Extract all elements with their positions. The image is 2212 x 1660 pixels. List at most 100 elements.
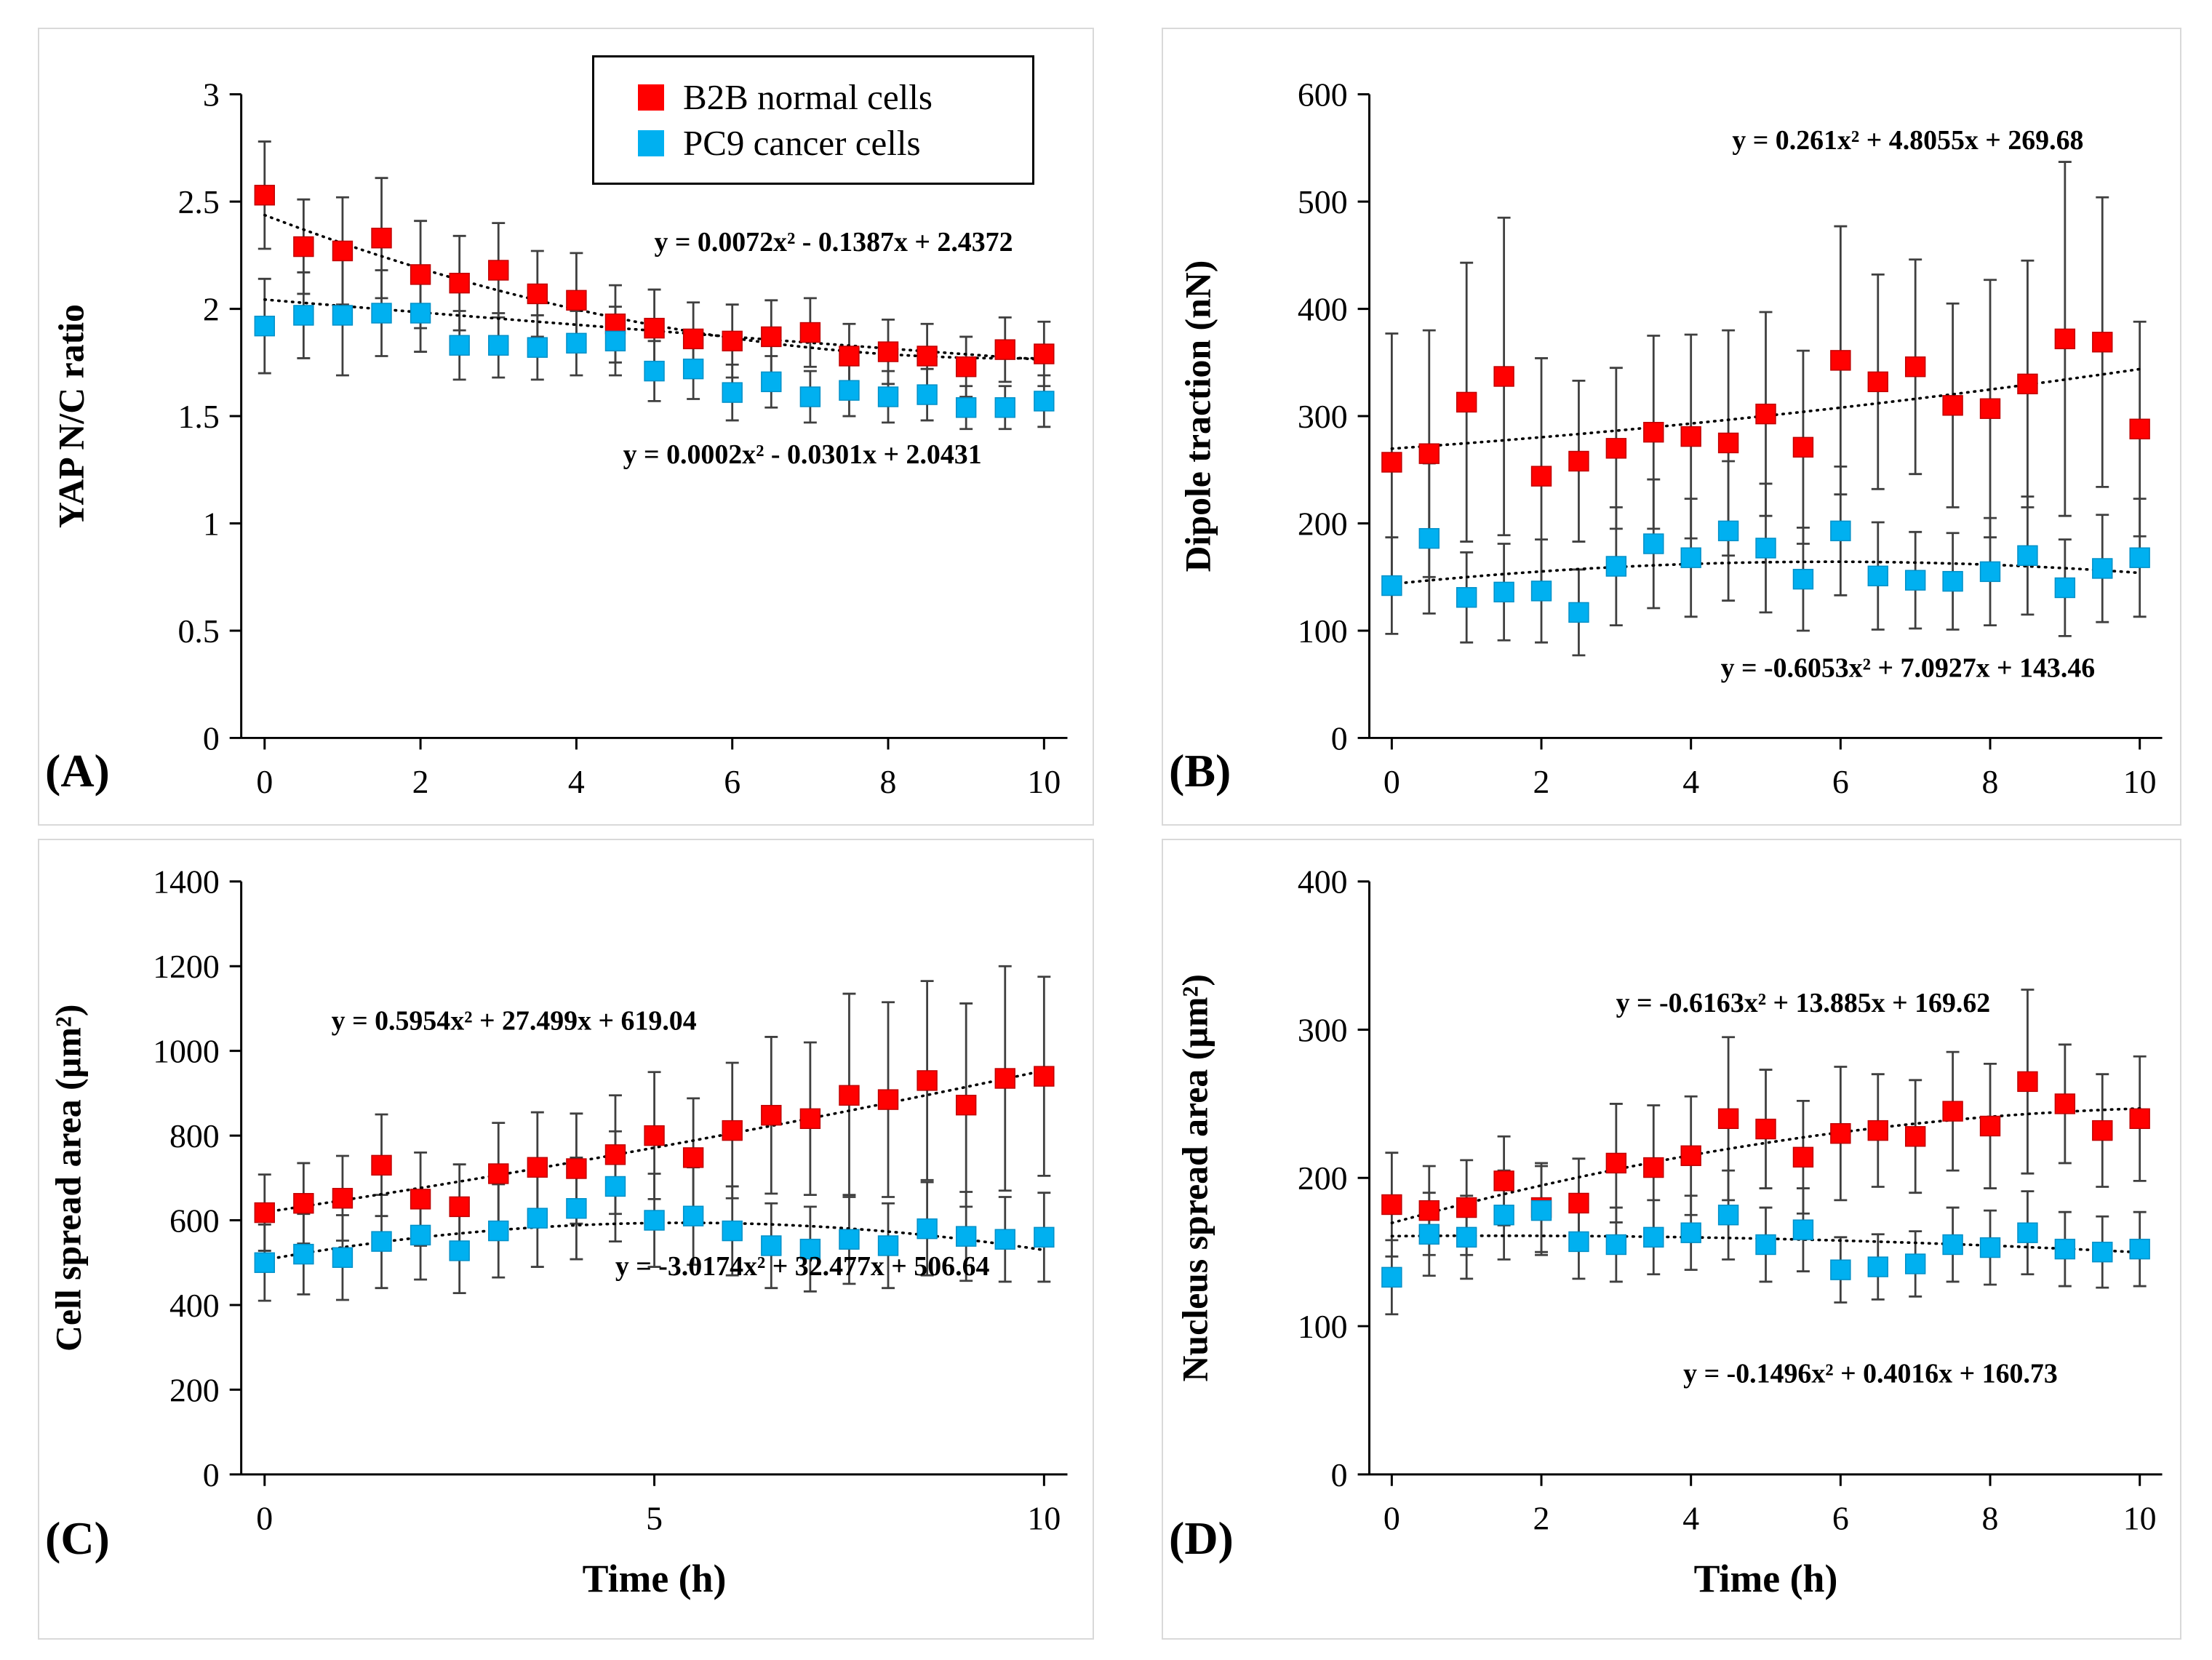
data-point (722, 1220, 743, 1242)
y-tick-label: 0 (1331, 1456, 1348, 1493)
data-point (371, 228, 392, 249)
data-point (410, 264, 431, 285)
data-point (2129, 1108, 2150, 1130)
legend-label-b2b: B2B normal cells (683, 77, 933, 117)
data-point (839, 1085, 860, 1106)
data-point (644, 1125, 665, 1146)
data-point (839, 1229, 860, 1250)
data-point (449, 1240, 470, 1261)
data-point (1381, 1194, 1402, 1216)
data-point (604, 1144, 626, 1165)
panel-b: 0 100 200 300 400 500 600 0 2 4 6 8 10 Dipole tractio… (1162, 28, 2181, 826)
data-point (2129, 418, 2150, 439)
data-point (1568, 450, 1589, 472)
y-tick-label: 600 (169, 1202, 220, 1239)
data-point (1568, 1192, 1589, 1214)
data-point (2054, 1238, 2076, 1260)
y-tick-label: 400 (1298, 291, 1348, 328)
panel-d: 0 100 200 300 400 0 2 4 6 8 10 Nucleus spread area … (1162, 839, 2181, 1640)
y-axis-title: YAP N/C ratio (51, 304, 91, 528)
data-point (2017, 1222, 2038, 1243)
x-tick-label: 10 (1027, 763, 1061, 800)
y-tick-label: 100 (1298, 1308, 1348, 1345)
blue-equation-label: y = -0.6053x² + 7.0927x + 143.46 (1721, 653, 2096, 683)
panel-a: 0 0.5 1 1.5 2 2.5 3 0 2 4 6 8 10 YAP N/C ratio y = 0.0… (38, 28, 1094, 826)
data-point (1830, 520, 1851, 542)
chart-b-dipole-traction: 0 100 200 300 400 500 600 0 2 4 6 8 10 Dipole tractio… (1178, 76, 2163, 800)
y-axis-title: Nucleus spread area (µm²) (1175, 974, 1215, 1381)
data-point (1830, 350, 1851, 371)
red-equation-label: y = 0.0072x² - 0.1387x + 2.4372 (654, 227, 1013, 258)
data-point (682, 358, 704, 380)
data-point (604, 330, 626, 352)
data-point (1568, 1231, 1589, 1253)
y-tick-label: 300 (1298, 398, 1348, 435)
data-point (917, 346, 938, 367)
data-point (1034, 1226, 1055, 1248)
y-tick-label: 400 (1298, 863, 1348, 901)
data-point (449, 335, 470, 356)
data-point (1680, 1222, 1701, 1243)
data-point (877, 1089, 899, 1110)
data-point (1755, 1118, 1776, 1140)
red-series-markers (1381, 328, 2150, 487)
red-series-markers (254, 185, 1055, 378)
data-point (682, 1147, 704, 1168)
data-point (410, 1224, 431, 1246)
data-point (254, 1202, 275, 1224)
data-point (761, 1104, 782, 1126)
x-tick-label: 2 (1533, 763, 1550, 800)
data-point (722, 330, 743, 352)
red-trendline (1390, 1107, 2141, 1224)
data-point (332, 1188, 354, 1209)
data-point (2129, 547, 2150, 568)
data-point (2092, 558, 2113, 579)
data-point (1605, 556, 1627, 577)
data-point (1456, 391, 1477, 413)
data-point (1979, 561, 2001, 583)
data-point (761, 326, 782, 348)
data-point (1904, 356, 1926, 378)
data-point (917, 1070, 938, 1091)
y-tick-label: 3 (203, 76, 220, 113)
data-point (1418, 527, 1440, 549)
y-tick-label: 0.5 (177, 612, 219, 650)
data-point (799, 1108, 821, 1130)
data-point (994, 339, 1015, 360)
data-point (682, 1205, 704, 1226)
data-point (566, 332, 587, 354)
y-axis-title: Dipole traction (nN) (1178, 260, 1218, 572)
data-point (254, 1252, 275, 1273)
data-point (1605, 1234, 1627, 1256)
data-point (2054, 577, 2076, 599)
x-tick-label: 6 (724, 763, 740, 800)
data-point (2092, 1241, 2113, 1263)
x-axis-title: Time (h) (583, 1557, 727, 1600)
y-tick-label: 200 (1298, 1160, 1348, 1197)
data-point (371, 1231, 392, 1252)
red-equation-label: y = -0.6163x² + 13.885x + 169.62 (1616, 988, 1991, 1018)
legend: B2B normal cells PC9 cancer cells (592, 55, 1034, 185)
data-point (682, 328, 704, 350)
data-point (1830, 1259, 1851, 1280)
data-point (1643, 1226, 1664, 1248)
data-point (1867, 371, 1888, 393)
data-point (1867, 1256, 1888, 1277)
data-point (1942, 395, 1963, 416)
data-point (1530, 466, 1552, 487)
x-tick-label: 0 (1384, 763, 1400, 800)
data-point (1381, 575, 1402, 596)
data-point (722, 1120, 743, 1141)
y-tick-label: 300 (1298, 1011, 1348, 1048)
data-point (1979, 1115, 2001, 1137)
data-point (955, 1094, 977, 1116)
x-tick-label: 4 (1682, 1500, 1699, 1537)
data-point (1680, 426, 1701, 447)
data-point (1381, 1266, 1402, 1288)
data-point (1717, 1108, 1739, 1130)
data-point (2092, 1120, 2113, 1141)
data-point (1942, 1234, 1963, 1256)
legend-swatch-blue-icon (638, 129, 664, 156)
data-point (1755, 538, 1776, 559)
